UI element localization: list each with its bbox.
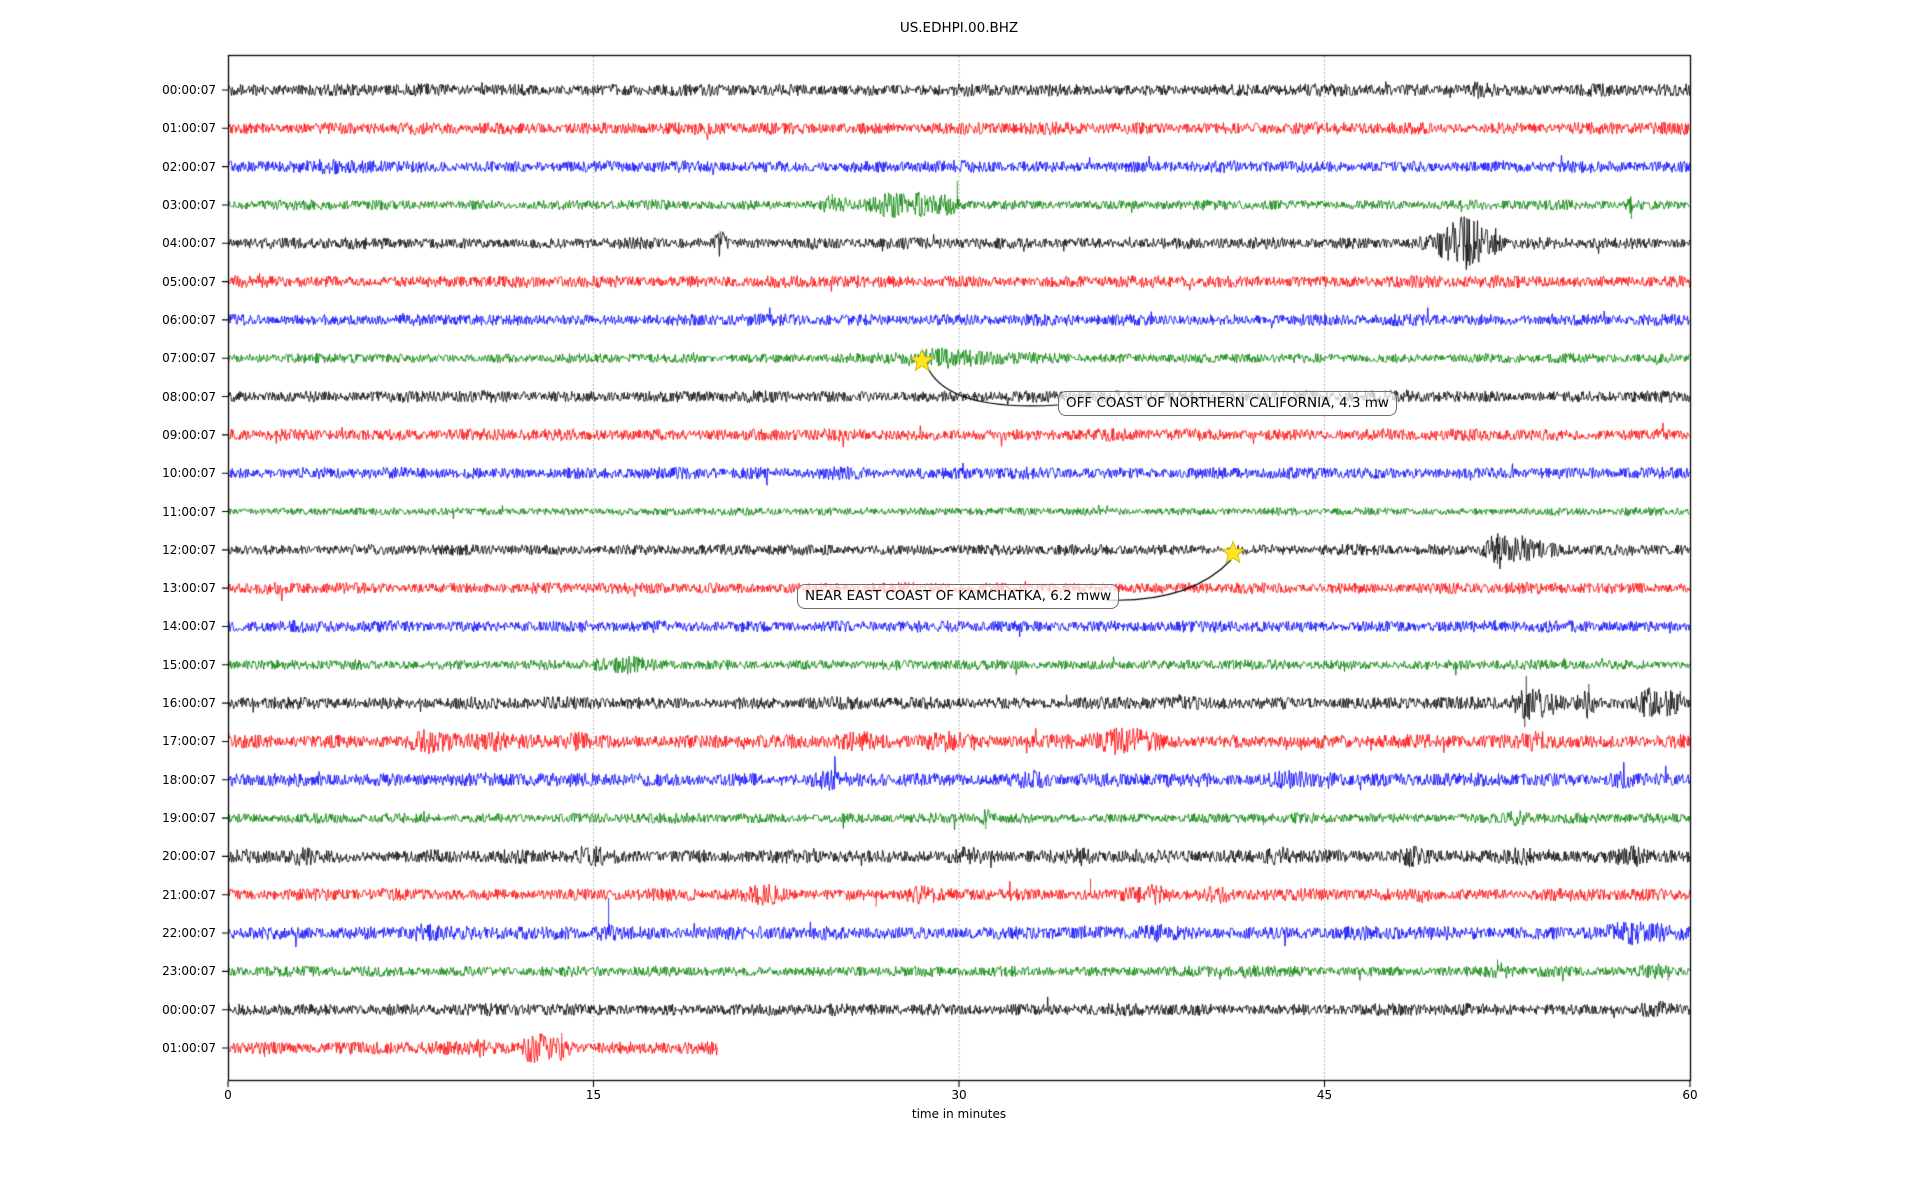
row-time-label: 07:00:07	[162, 351, 216, 366]
row-time-label: 04:00:07	[162, 236, 216, 251]
row-time-label: 02:00:07	[162, 159, 216, 174]
x-tick-label: 60	[1682, 1088, 1698, 1102]
row-time-label: 17:00:07	[162, 734, 216, 749]
row-time-label: 23:00:07	[162, 964, 216, 979]
row-time-label: 11:00:07	[162, 504, 216, 519]
row-time-label: 19:00:07	[162, 811, 216, 826]
row-time-label: 22:00:07	[162, 926, 216, 941]
row-time-label: 08:00:07	[162, 389, 216, 404]
row-time-label: 09:00:07	[162, 427, 216, 442]
row-time-label: 12:00:07	[162, 542, 216, 557]
x-tick-label: 0	[224, 1088, 232, 1102]
row-time-label: 10:00:07	[162, 466, 216, 481]
row-time-label: 03:00:07	[162, 197, 216, 212]
row-time-label: 06:00:07	[162, 312, 216, 327]
x-tick-label: 15	[585, 1088, 602, 1102]
event-annotation-kamchatka: NEAR EAST COAST OF KAMCHATKA, 6.2 mww	[797, 584, 1120, 609]
x-axis-label: time in minutes	[911, 1107, 1007, 1121]
row-time-label: 18:00:07	[162, 772, 216, 787]
event-annotation-california: OFF COAST OF NORTHERN CALIFORNIA, 4.3 mw	[1058, 391, 1397, 416]
event-star-icon	[910, 348, 935, 372]
x-tick-label: 30	[951, 1088, 967, 1102]
row-time-label: 01:00:07	[162, 1041, 216, 1055]
row-time-label: 15:00:07	[162, 657, 216, 672]
event-star-icon	[1220, 540, 1246, 564]
row-time-label: 00:00:07	[162, 83, 216, 97]
x-tick-label: 45	[1316, 1088, 1333, 1102]
row-time-label: 14:00:07	[162, 619, 216, 634]
row-time-label: 05:00:07	[162, 274, 216, 289]
plot-title: US.EDHPI.00.BHZ	[899, 20, 1019, 36]
row-time-label: 21:00:07	[162, 887, 216, 902]
row-time-label: 16:00:07	[162, 696, 216, 711]
row-time-label: 20:00:07	[162, 849, 216, 864]
row-time-label: 13:00:07	[162, 581, 216, 596]
row-time-label: 00:00:07	[162, 1002, 216, 1017]
row-time-label: 01:00:07	[162, 121, 216, 136]
